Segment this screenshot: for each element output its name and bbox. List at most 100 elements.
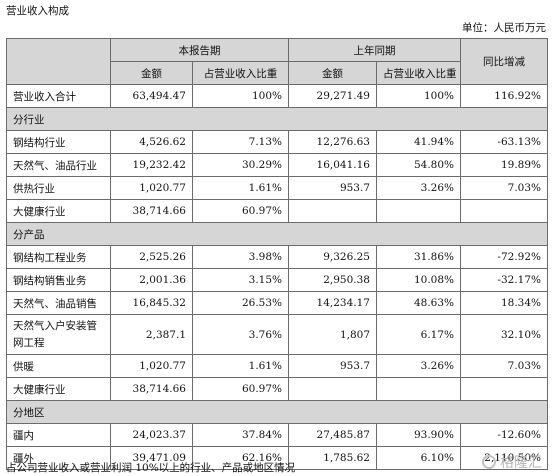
cell-yoy: 7.03%	[460, 354, 548, 378]
cell-prev-share: 54.80%	[376, 153, 461, 177]
cell-yoy: 19.89%	[460, 153, 548, 177]
row-label: 大健康行业	[6, 199, 111, 223]
section-label: 分产品	[6, 222, 548, 246]
cell-cur-share: 7.13%	[192, 130, 289, 154]
cell-yoy: -63.13%	[460, 130, 548, 154]
table-row: 钢结构销售业务 2,001.36 3.15% 2,950.38 10.08% -32.17…	[6, 268, 548, 292]
cell-cur-amount: 38,714.66	[110, 199, 193, 223]
cell-cur-share: 60.97%	[192, 199, 289, 223]
row-label: 天然气、油品行业	[6, 153, 111, 177]
cell-cur-amount: 39,471.09	[110, 446, 193, 470]
cell-prev-share: 6.10%	[376, 446, 461, 470]
watermark-logo-icon	[482, 455, 496, 469]
section-label: 分地区	[6, 400, 548, 424]
cell-prev-amount: 9,326.25	[288, 245, 377, 269]
section-row: 分行业	[6, 107, 548, 131]
cell-cur-share: 3.98%	[192, 245, 289, 269]
footnote: 占公司营业收入或营业利润 10%以上的行业、产品或地区情况	[6, 462, 296, 474]
cell-prev-share	[376, 377, 461, 401]
cell-cur-amount: 16,845.32	[110, 291, 193, 315]
row-label: 天然气入户安装管网工程	[6, 314, 111, 355]
cell-prev-amount: 1,785.62	[288, 446, 377, 470]
header-prior-period: 上年同期	[288, 38, 461, 62]
table-row: 钢结构工程业务 2,525.26 3.98% 9,326.25 31.86% -72.92…	[6, 245, 548, 269]
cell-prev-amount: 12,276.63	[288, 130, 377, 154]
cell-cur-amount: 1,020.77	[110, 176, 193, 200]
cell-cur-share: 1.61%	[192, 354, 289, 378]
cell-cur-share: 26.53%	[192, 291, 289, 315]
cell-cur-share: 1.61%	[192, 176, 289, 200]
cell-prev-share: 31.86%	[376, 245, 461, 269]
table-row: 天然气入户安装管网工程 2,387.1 3.76% 1,807 6.17% 32.10%	[6, 314, 548, 355]
cell-prev-share: 3.26%	[376, 354, 461, 378]
row-label: 供热行业	[6, 176, 111, 200]
cell-prev-share: 48.63%	[376, 291, 461, 315]
revenue-composition-table: 本报告期 上年同期 同比增减 金额 占营业收入比重 金额 占营业收入比重 营业收…	[6, 38, 548, 470]
total-cur-amount: 63,494.47	[110, 84, 193, 108]
cell-yoy: -72.92%	[460, 245, 548, 269]
cell-prev-amount: 953.7	[288, 354, 377, 378]
cell-prev-share: 10.08%	[376, 268, 461, 292]
cell-yoy	[460, 199, 548, 223]
cell-prev-amount: 27,485.87	[288, 423, 377, 447]
cell-prev-share	[376, 199, 461, 223]
row-label: 大健康行业	[6, 377, 111, 401]
cell-cur-amount: 4,526.62	[110, 130, 193, 154]
cell-yoy: 2,110.50%	[460, 446, 548, 470]
table-row: 天然气、油品行业 19,232.42 30.29% 16,041.16 54.80% 19…	[6, 153, 548, 177]
cell-cur-amount: 2,525.26	[110, 245, 193, 269]
cell-cur-share: 3.15%	[192, 268, 289, 292]
table-row: 大健康行业 38,714.66 60.97%	[6, 377, 548, 401]
row-label: 疆内	[6, 423, 111, 447]
row-label: 钢结构工程业务	[6, 245, 111, 269]
header-yoy: 同比增减	[460, 38, 548, 85]
total-label: 营业收入合计	[6, 84, 111, 108]
table-row: 天然气、油品销售 16,845.32 26.53% 14,234.17 48.63% 18…	[6, 291, 548, 315]
table-row: 疆外 39,471.09 62.16% 1,785.62 6.10% 2,110.50%	[6, 446, 548, 470]
header-prior-share: 占营业收入比重	[376, 61, 461, 85]
section-label: 分行业	[6, 107, 548, 131]
total-cur-share: 100%	[192, 84, 289, 108]
cell-yoy: -32.17%	[460, 268, 548, 292]
table-row: 疆内 24,023.37 37.84% 27,485.87 93.90% -12.60%	[6, 423, 548, 447]
table-row: 大健康行业 38,714.66 60.97%	[6, 199, 548, 223]
cell-cur-amount: 24,023.37	[110, 423, 193, 447]
cell-cur-amount: 2,387.1	[110, 314, 193, 355]
cell-cur-share: 30.29%	[192, 153, 289, 177]
table-title: 营业收入构成	[6, 5, 69, 17]
cell-prev-share: 3.26%	[376, 176, 461, 200]
cell-cur-amount: 38,714.66	[110, 377, 193, 401]
cell-prev-amount	[288, 199, 377, 223]
cell-prev-amount: 16,041.16	[288, 153, 377, 177]
row-label: 钢结构销售业务	[6, 268, 111, 292]
watermark-text: 格隆汇	[500, 455, 542, 471]
cell-cur-amount: 1,020.77	[110, 354, 193, 378]
total-prev-amount: 29,271.49	[288, 84, 377, 108]
table-row: 钢结构行业 4,526.62 7.13% 12,276.63 41.94% -63.13%	[6, 130, 548, 154]
section-row: 分地区	[6, 400, 548, 424]
row-label: 供暖	[6, 354, 111, 378]
cell-cur-share: 60.97%	[192, 377, 289, 401]
total-yoy: 116.92%	[460, 84, 548, 108]
header-prior-amount: 金额	[288, 61, 377, 85]
total-row: 营业收入合计 63,494.47 100% 29,271.49 100% 116…	[6, 84, 548, 108]
cell-cur-share: 62.16%	[192, 446, 289, 470]
row-label: 天然气、油品销售	[6, 291, 111, 315]
cell-cur-amount: 2,001.36	[110, 268, 193, 292]
cell-yoy: 32.10%	[460, 314, 548, 355]
row-label: 钢结构行业	[6, 130, 111, 154]
cell-prev-share: 93.90%	[376, 423, 461, 447]
cell-prev-amount	[288, 377, 377, 401]
cell-yoy: 7.03%	[460, 176, 548, 200]
row-label: 疆外	[6, 446, 111, 470]
cell-prev-amount: 14,234.17	[288, 291, 377, 315]
cell-cur-share: 3.76%	[192, 314, 289, 355]
table-row: 供热行业 1,020.77 1.61% 953.7 3.26% 7.03%	[6, 176, 548, 200]
table-row: 供暖 1,020.77 1.61% 953.7 3.26% 7.03%	[6, 354, 548, 378]
cell-cur-amount: 19,232.42	[110, 153, 193, 177]
unit-label: 单位：人民币万元	[462, 22, 546, 34]
cell-prev-amount: 2,950.38	[288, 268, 377, 292]
cell-yoy: 18.34%	[460, 291, 548, 315]
cell-cur-share: 37.84%	[192, 423, 289, 447]
cell-yoy: -12.60%	[460, 423, 548, 447]
